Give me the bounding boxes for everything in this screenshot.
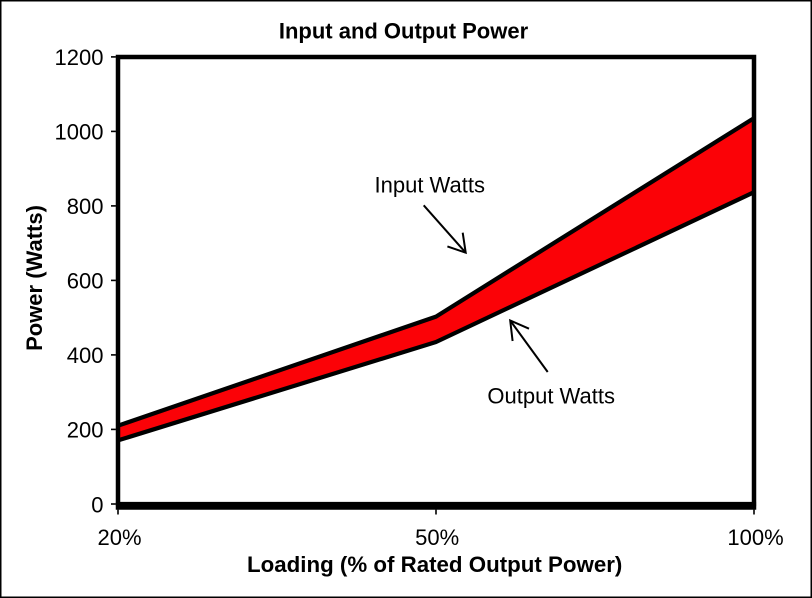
svg-text:Output Watts: Output Watts [487,384,615,409]
svg-text:0: 0 [91,492,103,517]
svg-text:Power (Watts): Power (Watts) [22,205,47,351]
svg-text:1000: 1000 [55,120,104,145]
svg-text:Loading (% of Rated Output Pow: Loading (% of Rated Output Power) [247,552,622,577]
svg-text:20%: 20% [97,525,141,550]
svg-text:800: 800 [67,194,104,219]
svg-text:1200: 1200 [55,45,104,70]
svg-text:50%: 50% [415,525,459,550]
svg-text:Input and Output Power: Input and Output Power [279,18,529,43]
svg-text:100%: 100% [727,525,783,550]
svg-text:200: 200 [67,418,104,443]
svg-text:600: 600 [67,269,104,294]
svg-text:400: 400 [67,343,104,368]
svg-text:Input Watts: Input Watts [375,173,485,198]
